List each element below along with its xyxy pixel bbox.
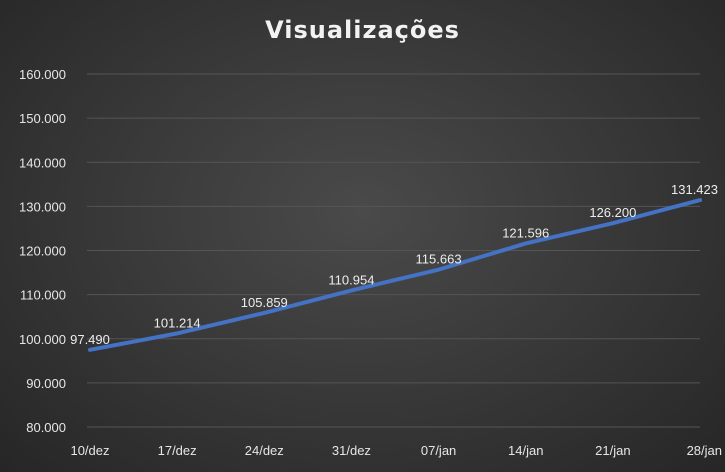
y-tick-label: 110.000 (20, 288, 66, 303)
data-label: 101.214 (154, 315, 201, 330)
y-tick-label: 100.000 (19, 332, 66, 347)
data-label: 105.859 (241, 295, 288, 310)
y-tick-label: 90.000 (26, 376, 66, 391)
chart-title: Visualizações (265, 16, 460, 44)
x-tick-label: 07/jan (421, 443, 456, 458)
y-tick-label: 160.000 (19, 67, 66, 82)
y-tick-label: 140.000 (19, 155, 66, 170)
x-tick-label: 14/jan (508, 443, 543, 458)
y-tick-label: 80.000 (26, 420, 66, 435)
x-tick-label: 24/dez (245, 443, 284, 458)
x-tick-label: 28/jan (687, 443, 722, 458)
data-label: 110.954 (328, 272, 374, 287)
data-label: 115.663 (416, 252, 462, 267)
y-tick-label: 130.000 (19, 199, 66, 214)
x-tick-label: 31/dez (332, 443, 371, 458)
data-label: 131.423 (671, 182, 718, 197)
data-label: 126.200 (589, 205, 636, 220)
data-label: 121.596 (502, 225, 549, 240)
y-tick-label: 120.000 (19, 244, 66, 259)
series-line (88, 198, 702, 352)
x-tick-label: 10/dez (70, 443, 109, 458)
y-tick-label: 150.000 (19, 111, 66, 126)
x-tick-label: 21/jan (595, 443, 630, 458)
data-label: 97.490 (70, 332, 110, 347)
x-tick-label: 17/dez (158, 443, 197, 458)
